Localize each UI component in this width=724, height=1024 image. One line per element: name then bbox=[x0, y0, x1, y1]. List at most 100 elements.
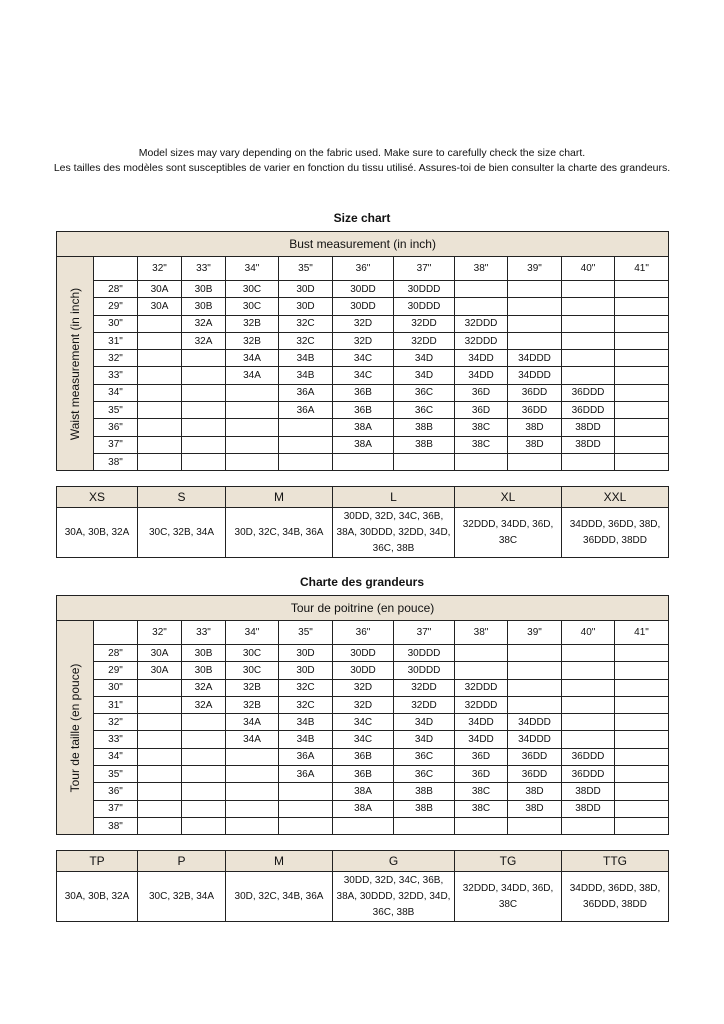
table-cell: 32DDD bbox=[454, 314, 508, 333]
table-cell bbox=[507, 279, 562, 299]
size-fits: 34DDD, 36DD, 38D, 36DDD, 38DD bbox=[561, 507, 669, 558]
table-cell bbox=[181, 418, 226, 437]
table-cell: 32B bbox=[225, 331, 279, 351]
table-cell: 34A bbox=[225, 366, 279, 385]
table-cell bbox=[561, 695, 615, 715]
table-cell: 36B bbox=[332, 401, 394, 420]
table-cell bbox=[278, 816, 333, 836]
table-cell: 34DDD bbox=[507, 366, 562, 385]
table-cell bbox=[507, 314, 562, 333]
table-row: 38" bbox=[57, 816, 670, 836]
table-cell bbox=[561, 349, 615, 368]
table-cell: 32C bbox=[278, 314, 333, 333]
table-cell: 36C bbox=[393, 747, 455, 767]
table-cell bbox=[225, 782, 279, 801]
table-cell: 34C bbox=[332, 730, 394, 749]
table-row: 30" 32A 32B 32C 32D 32DD 32DDD bbox=[57, 314, 670, 333]
table-cell: 34D bbox=[393, 349, 455, 368]
table-cell: 38A bbox=[332, 782, 394, 801]
table-cell: 34B bbox=[278, 713, 333, 732]
table-cell bbox=[137, 730, 182, 749]
size-name: S bbox=[137, 486, 226, 508]
size-fits-row: 30A, 30B, 32A 30C, 32B, 34A 30D, 32C, 34B,… bbox=[56, 871, 669, 922]
table-cell: 38B bbox=[393, 782, 455, 801]
bust-caption: Bust measurement (in inch) bbox=[55, 231, 670, 257]
column-header: 34" bbox=[225, 256, 279, 281]
table-cell bbox=[137, 678, 182, 697]
row-header: 38" bbox=[93, 452, 138, 472]
table-cell: 32B bbox=[225, 678, 279, 697]
size-fits: 30A, 30B, 32A bbox=[56, 871, 138, 922]
column-header: 35" bbox=[278, 620, 333, 645]
bust-caption: Tour de poitrine (en pouce) bbox=[55, 595, 670, 621]
size-fits: 30A, 30B, 32A bbox=[56, 507, 138, 558]
table-cell: 30A bbox=[137, 643, 182, 663]
table-cell: 38C bbox=[454, 782, 508, 801]
table-cell: 30A bbox=[137, 279, 182, 299]
table-cell: 34DD bbox=[454, 366, 508, 385]
table-cell: 30A bbox=[137, 297, 182, 316]
table-cell: 34DDD bbox=[507, 730, 562, 749]
table-cell bbox=[613, 816, 670, 836]
table-cell bbox=[613, 418, 670, 437]
table-cell bbox=[181, 401, 226, 420]
table-cell: 38D bbox=[507, 435, 562, 454]
table-cell: 34A bbox=[225, 713, 279, 732]
table-cell: 30DD bbox=[332, 661, 394, 680]
table-cell: 38B bbox=[393, 418, 455, 437]
table-cell: 30B bbox=[181, 643, 226, 663]
table-cell bbox=[561, 661, 615, 680]
table-row: 36" 38A 38B 38C 38D 38DD bbox=[57, 782, 670, 801]
table-cell bbox=[225, 799, 279, 818]
table-cell: 30B bbox=[181, 661, 226, 680]
table-cell: 36C bbox=[393, 765, 455, 784]
table-cell bbox=[225, 418, 279, 437]
table-cell: 32DD bbox=[393, 695, 455, 715]
size-grid-en: Bust measurement (in inch) Waist measurem… bbox=[55, 231, 670, 472]
table-cell: 30DDD bbox=[393, 661, 455, 680]
size-name-row: XS S M L XL XXL bbox=[56, 486, 669, 508]
table-cell bbox=[181, 349, 226, 368]
table-cell bbox=[137, 452, 182, 472]
table-cell bbox=[225, 401, 279, 420]
table-cell bbox=[225, 383, 279, 403]
table-cell bbox=[137, 366, 182, 385]
table-cell bbox=[613, 765, 670, 784]
table-cell: 32DDD bbox=[454, 331, 508, 351]
size-name: TTG bbox=[561, 850, 669, 872]
table-cell: 34DDD bbox=[507, 713, 562, 732]
size-fits: 30C, 32B, 34A bbox=[137, 507, 226, 558]
table-cell bbox=[454, 297, 508, 316]
table-cell bbox=[507, 297, 562, 316]
table-cell: 38A bbox=[332, 799, 394, 818]
table-cell: 34A bbox=[225, 349, 279, 368]
row-header: 30" bbox=[93, 314, 138, 333]
table-cell bbox=[332, 816, 394, 836]
column-header: 41" bbox=[613, 256, 670, 281]
table-cell: 36A bbox=[278, 747, 333, 767]
table-cell bbox=[181, 366, 226, 385]
size-fits: 30DD, 32D, 34C, 36B, 38A, 30DDD, 32DD, 3… bbox=[332, 507, 455, 558]
table-cell: 36DD bbox=[507, 401, 562, 420]
table-cell: 30DDD bbox=[393, 297, 455, 316]
table-cell: 34D bbox=[393, 713, 455, 732]
size-name: M bbox=[225, 850, 333, 872]
caption-row: Tour de poitrine (en pouce) bbox=[55, 595, 670, 621]
table-cell bbox=[561, 314, 615, 333]
table-cell bbox=[454, 643, 508, 663]
row-header: 28" bbox=[93, 643, 138, 663]
table-cell bbox=[181, 765, 226, 784]
waist-label-cell: Waist measurement (in inch) bbox=[56, 255, 94, 472]
table-cell: 38C bbox=[454, 799, 508, 818]
table-cell: 30B bbox=[181, 297, 226, 316]
corner-cell bbox=[93, 256, 138, 281]
intro-text: Model sizes may vary depending on the fa… bbox=[40, 146, 684, 176]
size-name: XS bbox=[56, 486, 138, 508]
row-header: 31" bbox=[93, 331, 138, 351]
table-row: 32" 34A 34B 34C 34D 34DD 34DDD bbox=[57, 349, 670, 368]
column-header: 36" bbox=[332, 256, 394, 281]
table-cell: 38DD bbox=[561, 418, 615, 437]
table-cell bbox=[613, 452, 670, 472]
table-cell bbox=[137, 331, 182, 351]
column-header: 38" bbox=[454, 620, 508, 645]
